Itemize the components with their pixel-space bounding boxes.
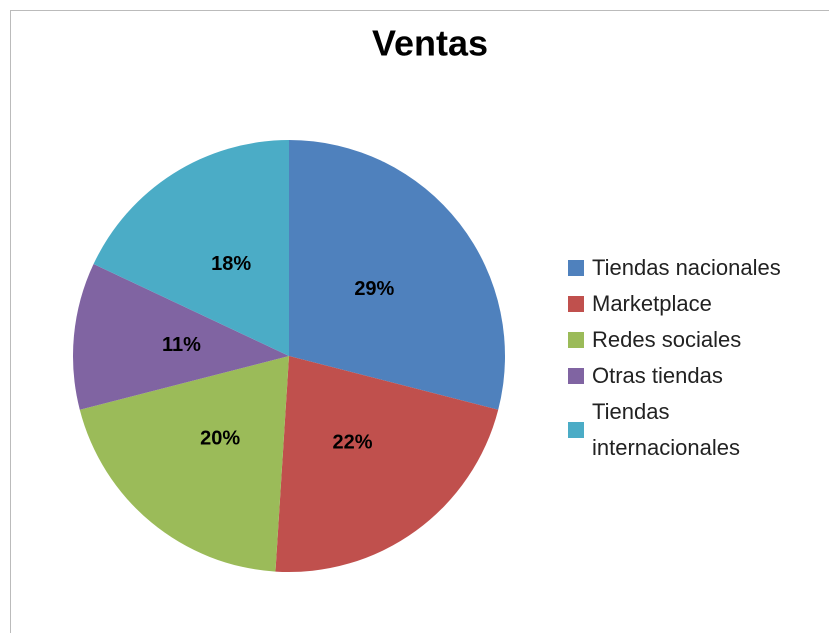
chart-title: Ventas xyxy=(372,23,488,64)
legend-swatch xyxy=(568,422,584,438)
legend-item: Otras tiendas xyxy=(568,358,793,394)
legend-item: Tiendas nacionales xyxy=(568,250,793,286)
data-label: 29% xyxy=(354,278,394,300)
pie-slice xyxy=(72,264,289,410)
pie-slice xyxy=(289,140,505,410)
legend-swatch xyxy=(568,368,584,384)
legend-label: Marketplace xyxy=(592,291,712,316)
legend: Tiendas nacionales Marketplace Redes socia… xyxy=(568,250,793,466)
legend-swatch xyxy=(568,332,584,348)
legend-item: Tiendas internacionales xyxy=(568,394,793,466)
legend-label: Otras tiendas xyxy=(592,363,723,388)
legend-item: Marketplace xyxy=(568,286,793,322)
legend-label: Redes sociales xyxy=(592,327,742,352)
legend-item: Redes sociales xyxy=(568,322,793,358)
pie: 29% 22% 20% 11% 18% xyxy=(72,140,505,572)
legend-swatch xyxy=(568,296,584,312)
data-label: 11% xyxy=(162,334,201,356)
legend-swatch xyxy=(568,260,584,276)
pie-slice xyxy=(93,140,289,356)
pie-slice xyxy=(275,356,499,572)
data-label: 18% xyxy=(211,253,251,275)
legend-label: Tiendas nacionales xyxy=(592,255,781,280)
data-label: 22% xyxy=(332,432,372,454)
pie-slice xyxy=(79,356,289,572)
legend-label: Tiendas internacionales xyxy=(592,399,740,460)
data-label: 20% xyxy=(200,427,240,449)
